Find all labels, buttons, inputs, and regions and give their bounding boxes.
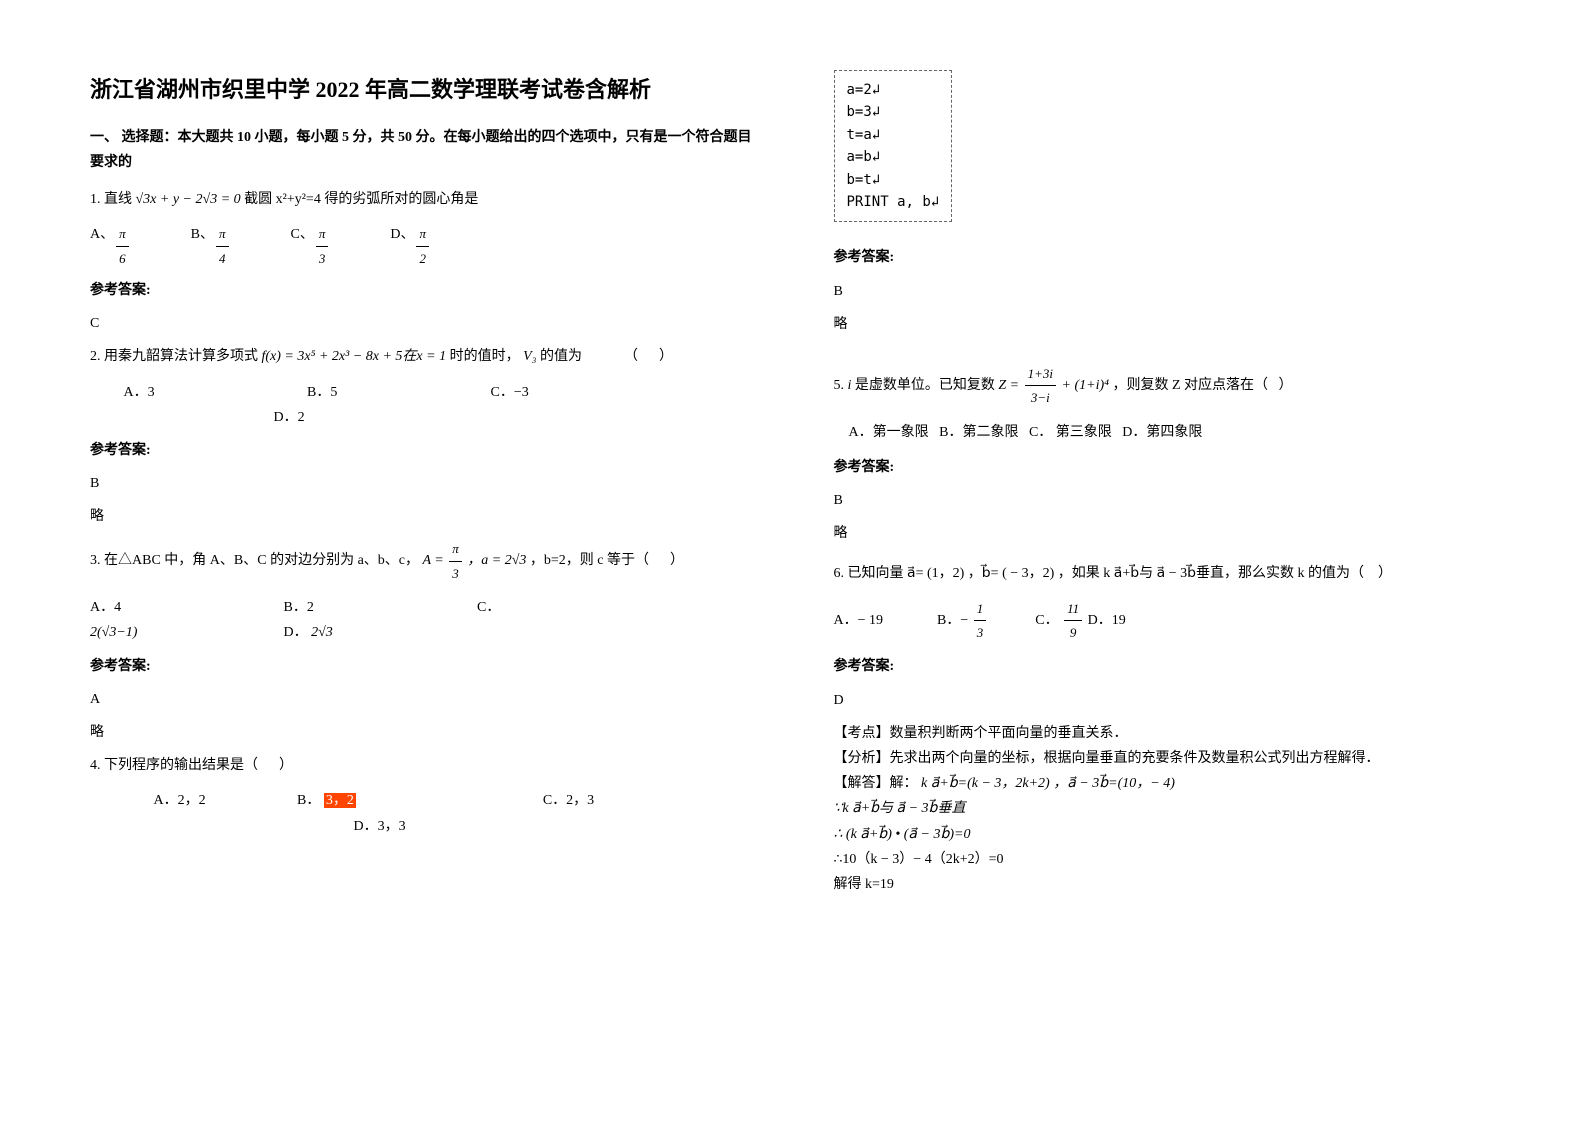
- q4-answer-label: 参考答案:: [834, 245, 1498, 270]
- doc-title: 浙江省湖州市织里中学 2022 年高二数学理联考试卷含解析: [90, 70, 754, 110]
- question-5: 5. i 是虚数单位。已知复数 Z = 1+3i3−i + (1+i)⁴ ，则复…: [834, 362, 1498, 410]
- q4-options: A．2，2 B． 3，2 C．2，3 D．3，3: [90, 788, 754, 838]
- q6-exp3: 【解答】解： k a⃗+b⃗=(k − 3，2k+2) ，a⃗ − 3b⃗=(1…: [834, 771, 1498, 796]
- section-1-head: 一、 选择题：本大题共 10 小题，每小题 5 分，共 50 分。在每小题给出的…: [90, 125, 754, 175]
- code-line-4: a=b↲: [847, 146, 940, 168]
- code-line-5: b=t↲: [847, 169, 940, 191]
- q2-stem-prefix: 2. 用秦九韶算法计算多项式: [90, 349, 258, 364]
- q3-option-c-val: 2(√3−1): [90, 620, 280, 645]
- q6-option-d: D．19: [1088, 613, 1126, 628]
- q5-stem-mid: 是虚数单位。已知复数: [855, 378, 999, 393]
- right-column: a=2↲ b=3↲ t=a↲ a=b↲ b=t↲ PRINT a, b↲ 参考答…: [794, 70, 1498, 1052]
- q5-Z: Z =: [998, 378, 1022, 393]
- q2-option-a: A．3: [124, 380, 304, 405]
- q4-note: 略: [834, 312, 1498, 337]
- q2-stem-mid: 时的值时，: [450, 349, 524, 364]
- q6-option-b-label: B．−: [937, 613, 968, 628]
- code-line-2: b=3↲: [847, 101, 940, 123]
- q4-option-a: A．2，2: [154, 788, 294, 813]
- q5-stem-prefix: 5.: [834, 378, 848, 393]
- q6-options: A．− 19 B．− 13 C． 119 D．19: [834, 597, 1498, 645]
- q2-equation: f(x) = 3x⁵ + 2x³ − 8x + 5在x = 1: [262, 349, 447, 364]
- question-3: 3. 在△ABC 中，角 A、B、C 的对边分别为 a、b、c， A = π3 …: [90, 537, 754, 585]
- q3-answer-label: 参考答案:: [90, 654, 754, 679]
- q6-exp7: 解得 k=19: [834, 872, 1498, 897]
- code-line-6: PRINT a, b↲: [847, 191, 940, 213]
- q2-option-d: D．2: [274, 410, 305, 425]
- q1-option-a: A、 π6: [90, 222, 131, 270]
- q3-option-b: B．2: [284, 595, 474, 620]
- q3-option-d: D．: [284, 625, 308, 640]
- left-column: 浙江省湖州市织里中学 2022 年高二数学理联考试卷含解析 一、 选择题：本大题…: [90, 70, 794, 1052]
- q1-equation: √3x + y − 2√3 = 0: [136, 192, 241, 207]
- q5-plus: + (1+i)⁴: [1062, 378, 1109, 393]
- q6-exp6: ∴10（k − 3）− 4（2k+2）=0: [834, 847, 1498, 872]
- q5-stem-suffix: ，则复数 Z 对应点落在（ ）: [1113, 378, 1293, 393]
- q3-stem-prefix: 3. 在△ABC 中，角 A、B、C 的对边分别为 a、b、c，: [90, 554, 419, 569]
- q4-answer: B: [834, 279, 1498, 304]
- question-1: 1. 直线 √3x + y − 2√3 = 0 截圆 x²+y²=4 得的劣弧所…: [90, 187, 754, 212]
- q3-answer: A: [90, 687, 754, 712]
- q5-answer-label: 参考答案:: [834, 455, 1498, 480]
- q3-stem-suffix: ，b=2，则 c 等于（ ）: [530, 554, 684, 569]
- q3-A: A =: [423, 554, 448, 569]
- q6-answer: D: [834, 688, 1498, 713]
- q5-i: i: [848, 378, 852, 393]
- q1-answer: C: [90, 311, 754, 336]
- q5-note: 略: [834, 521, 1498, 546]
- question-6: 6. 已知向量 a⃗= (1，2) ，b⃗= ( − 3，2) ，如果 k a⃗…: [834, 561, 1498, 586]
- q2-answer-label: 参考答案:: [90, 438, 754, 463]
- q2-option-c: C．−3: [491, 385, 529, 400]
- q2-options: A．3 B．5 C．−3 D．2: [90, 380, 754, 430]
- q3-option-c: C．: [477, 600, 500, 615]
- code-line-3: t=a↲: [847, 124, 940, 146]
- q3-a: ，a = 2√3: [467, 554, 526, 569]
- q2-v3: V₃: [523, 349, 536, 364]
- q1-options: A、 π6 B、 π4 C、 π3 D、 π2: [90, 222, 754, 270]
- q3-option-a: A．4: [90, 595, 280, 620]
- q4-option-d: D．3，3: [354, 819, 406, 834]
- question-4: 4. 下列程序的输出结果是（ ）: [90, 753, 754, 778]
- program-code-box: a=2↲ b=3↲ t=a↲ a=b↲ b=t↲ PRINT a, b↲: [834, 70, 953, 222]
- q2-option-b: B．5: [307, 380, 487, 405]
- q6-option-c-label: C．: [1035, 613, 1058, 628]
- q4-option-c: C．2，3: [543, 793, 594, 808]
- q4-option-b: B．: [297, 793, 320, 808]
- q1-option-b: B、 π4: [191, 222, 231, 270]
- code-line-1: a=2↲: [847, 79, 940, 101]
- q6-exp1: 【考点】数量积判断两个平面向量的垂直关系．: [834, 721, 1498, 746]
- q6-stem: 6. 已知向量 a⃗= (1，2) ，b⃗= ( − 3，2) ，如果 k a⃗…: [834, 566, 1393, 581]
- q1-stem-prefix: 1. 直线: [90, 192, 132, 207]
- q2-answer: B: [90, 471, 754, 496]
- q1-option-d: D、 π2: [390, 222, 431, 270]
- question-2: 2. 用秦九韶算法计算多项式 f(x) = 3x⁵ + 2x³ − 8x + 5…: [90, 344, 754, 369]
- q6-exp5: ∴ (k a⃗+b⃗) • (a⃗ − 3b⃗)=0: [834, 822, 1498, 847]
- q2-stem-suffix: 的值为 （ ）: [540, 349, 673, 364]
- q6-exp2: 【分析】先求出两个向量的坐标，根据向量垂直的充要条件及数量积公式列出方程解得．: [834, 746, 1498, 771]
- q3-options: A．4 B．2 C． 2(√3−1) D． 2√3: [90, 595, 754, 645]
- q1-option-c: C、 π3: [291, 222, 331, 270]
- q5-answer: B: [834, 488, 1498, 513]
- q6-option-a: A．− 19: [834, 608, 934, 633]
- q1-stem-suffix: 截圆 x²+y²=4 得的劣弧所对的圆心角是: [244, 192, 478, 207]
- q1-answer-label: 参考答案:: [90, 278, 754, 303]
- q6-exp4: ∵k a⃗+b⃗与 a⃗ − 3b⃗垂直: [834, 796, 1498, 821]
- q5-options: A．第一象限 B．第二象限 C． 第三象限 D．第四象限: [849, 420, 1498, 445]
- q6-answer-label: 参考答案:: [834, 654, 1498, 679]
- q3-option-d-val: 2√3: [311, 625, 333, 640]
- q4-stem: 4. 下列程序的输出结果是（ ）: [90, 758, 293, 773]
- q3-note: 略: [90, 720, 754, 745]
- q2-note: 略: [90, 504, 754, 529]
- q4-option-b-highlight: 3，2: [324, 793, 356, 808]
